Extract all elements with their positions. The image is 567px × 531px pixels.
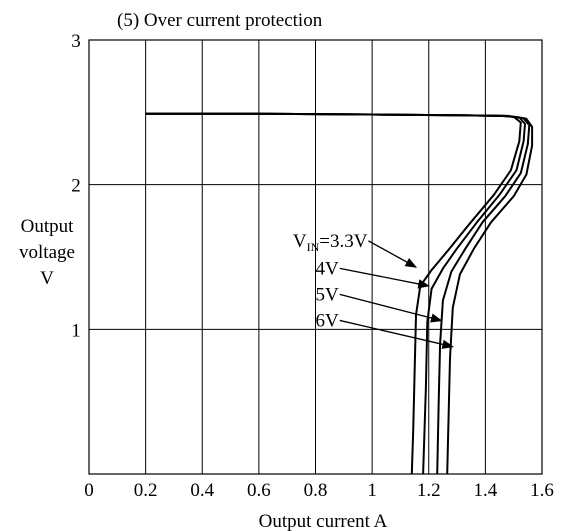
- series-annotation-label: 6V: [316, 310, 340, 331]
- x-tick-label: 0.2: [134, 480, 158, 501]
- x-tick-label: 0.8: [304, 480, 328, 501]
- annotation-arrow: [339, 319, 454, 349]
- x-axis-label: Output current A: [259, 511, 388, 531]
- chart-title: (5) Over current protection: [117, 10, 323, 31]
- series-line: [145, 112, 534, 475]
- x-tick-label: 1: [367, 480, 377, 501]
- tick-labels: 0 0.2 0.4 0.6 0.8 1 1.2 1.4 1.6 1 2 3: [71, 31, 554, 501]
- x-tick-label: 0: [84, 480, 94, 501]
- x-tick-label: 1.6: [530, 480, 554, 501]
- series-lines: [145, 112, 534, 475]
- annotation-arrow: [339, 267, 430, 289]
- x-tick-label: 1.4: [474, 480, 498, 501]
- x-tick-label: 0.6: [247, 480, 271, 501]
- series-annotations: VIN=3.3V 4V 5V 6V: [293, 231, 454, 349]
- y-axis-label-line: voltage: [19, 242, 75, 263]
- x-tick-label: 0.4: [190, 480, 214, 501]
- y-tick-label: 1: [71, 320, 81, 341]
- annotation-arrow: [339, 293, 443, 323]
- plot-frame: [88, 39, 543, 475]
- y-axis-label-line: Output: [21, 216, 75, 237]
- x-tick-label: 1.2: [417, 480, 441, 501]
- y-tick-label: 2: [71, 176, 81, 197]
- y-tick-label: 3: [71, 31, 81, 52]
- annotation-arrow: [368, 240, 418, 268]
- y-axis-label: Output voltage V: [19, 216, 75, 289]
- series-annotation-label: 5V: [316, 284, 340, 305]
- grid: [88, 39, 543, 475]
- series-annotation-label: 4V: [316, 258, 340, 279]
- y-axis-label-line: V: [40, 268, 54, 289]
- series-annotation-label: VIN=3.3V: [293, 231, 368, 254]
